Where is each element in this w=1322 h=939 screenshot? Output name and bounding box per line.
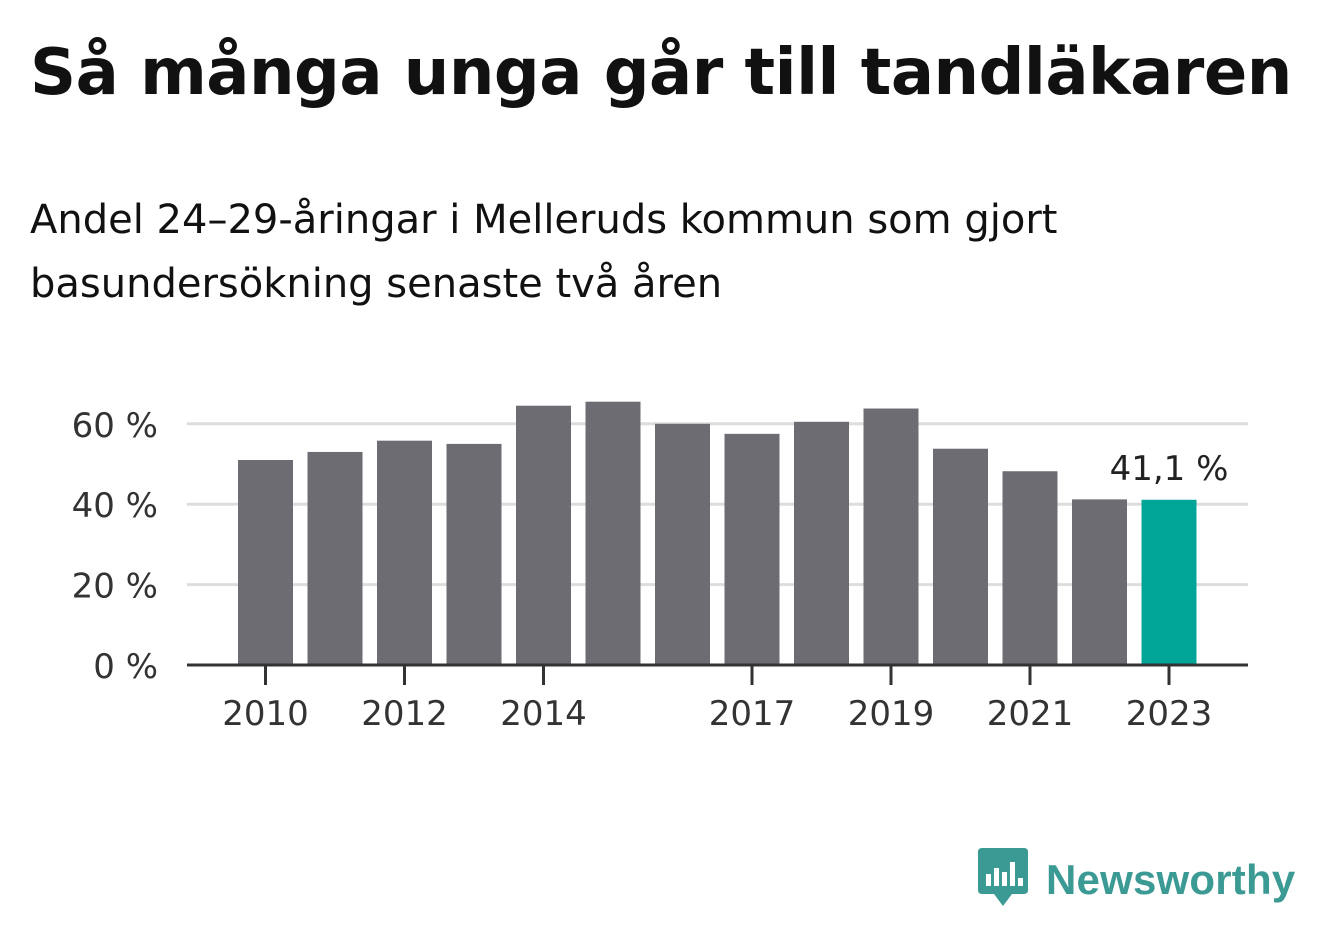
bar-2018 (794, 421, 849, 665)
bar-2010 (238, 459, 293, 665)
bar-2015 (585, 401, 641, 665)
x-tick-label: 2023 (1126, 694, 1213, 734)
bar-2017 (724, 433, 780, 665)
bar-2022 (1072, 499, 1127, 665)
bar-2019 (863, 408, 919, 665)
x-tick-label: 2021 (987, 694, 1074, 734)
brand-name: Newsworthy (1046, 856, 1296, 903)
y-tick-label: 60 % (72, 406, 158, 446)
bar-2020 (933, 448, 988, 665)
x-tick-label: 2014 (500, 694, 587, 734)
y-tick-label: 40 % (72, 486, 158, 526)
bar-2023 (1141, 499, 1197, 665)
newsworthy-chart-bubble-icon (978, 848, 1028, 906)
x-tick-label: 2019 (848, 694, 935, 734)
newsworthy-logo: Newsworthy (978, 848, 1295, 912)
chart-subtitle: Andel 24–29-åringar i Melleruds kommun s… (30, 197, 1058, 307)
bar-2011 (307, 451, 363, 665)
x-tick-label: 2017 (709, 694, 796, 734)
bar-2014 (516, 405, 571, 665)
y-tick-label: 0 % (93, 647, 158, 687)
chart-title: Så många unga går till tandläkaren (30, 36, 1292, 110)
x-tick-label: 2010 (222, 694, 309, 734)
bar-2021 (1002, 471, 1058, 665)
bar-chart: 0 % 20 % 40 % 60 % 2010 2012 2014 2017 2019 2021 2… (72, 401, 1248, 734)
bar-2013 (446, 443, 502, 665)
x-tick-label: 2012 (361, 694, 448, 734)
bar-2012 (377, 440, 432, 665)
data-label-2023: 41,1 % (1110, 449, 1229, 489)
y-tick-label: 20 % (72, 567, 158, 607)
bar-2016 (655, 423, 710, 665)
